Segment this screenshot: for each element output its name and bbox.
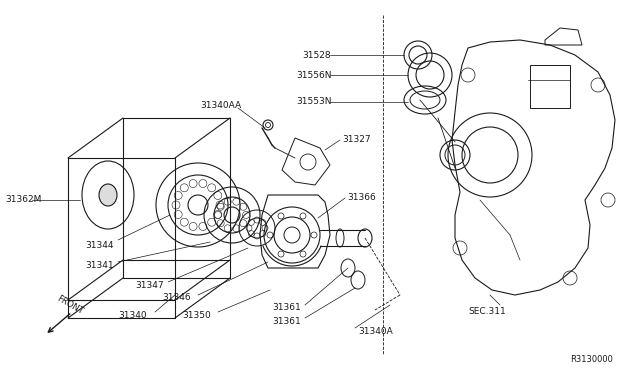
Text: R3130000: R3130000 (570, 356, 613, 365)
Text: 31340AA: 31340AA (200, 100, 241, 109)
Text: 31340: 31340 (118, 311, 147, 320)
Text: 31350: 31350 (182, 311, 211, 320)
Text: 31344: 31344 (85, 241, 113, 250)
Ellipse shape (99, 184, 117, 206)
Text: 31347: 31347 (135, 280, 164, 289)
Text: 31528: 31528 (302, 51, 331, 60)
Text: 31553N: 31553N (296, 97, 332, 106)
Text: FRONT: FRONT (55, 294, 84, 316)
Text: 31341: 31341 (85, 260, 114, 269)
Text: 31346: 31346 (162, 294, 191, 302)
Text: 31340A: 31340A (358, 327, 393, 337)
Text: 31556N: 31556N (296, 71, 332, 80)
Text: 31366: 31366 (347, 193, 376, 202)
Text: 31362M: 31362M (5, 196, 42, 205)
Text: 31361: 31361 (272, 304, 301, 312)
Text: SEC.311: SEC.311 (468, 308, 506, 317)
Text: 31327: 31327 (342, 135, 371, 144)
Text: 31361: 31361 (272, 317, 301, 327)
